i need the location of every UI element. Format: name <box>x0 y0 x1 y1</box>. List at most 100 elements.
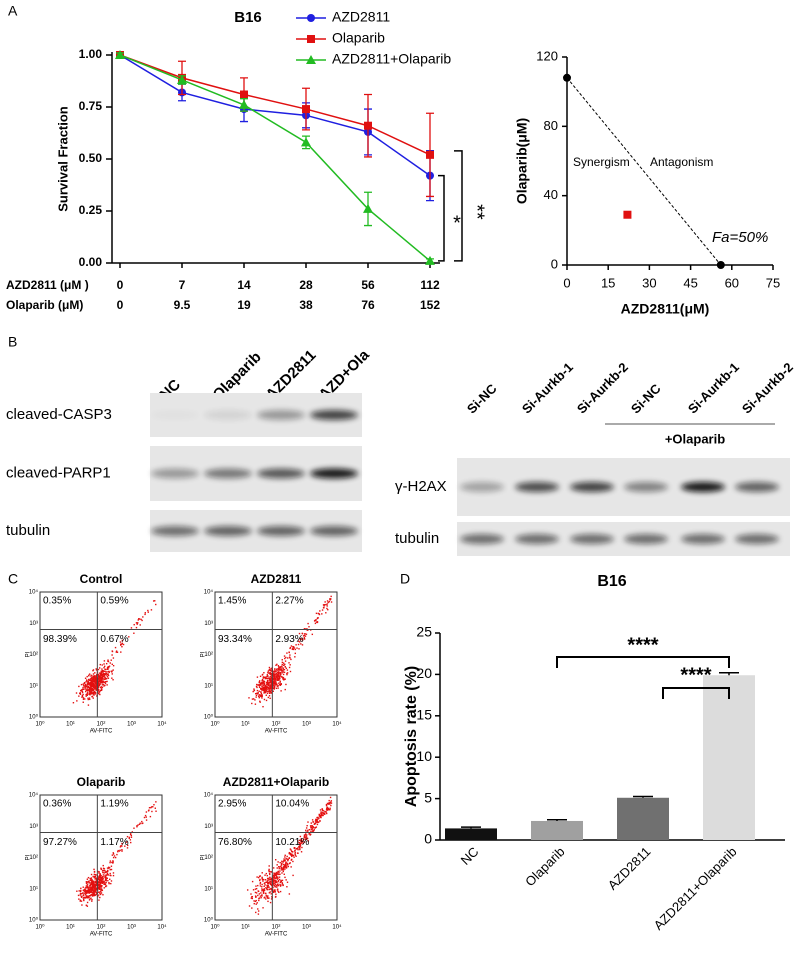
dot <box>102 672 104 674</box>
legend-label: AZD2811+Olaparib <box>332 51 451 67</box>
dot <box>102 881 105 884</box>
dot <box>275 672 278 675</box>
blot-band <box>257 468 305 479</box>
dot <box>312 821 314 823</box>
dot <box>274 891 277 893</box>
dot <box>284 868 286 870</box>
dot <box>270 679 273 682</box>
bracket <box>662 687 730 699</box>
dot <box>272 690 274 692</box>
dot <box>274 886 276 888</box>
dot <box>270 884 272 886</box>
dot <box>315 826 318 828</box>
dot <box>98 899 100 901</box>
dot <box>330 800 333 802</box>
dot <box>86 693 88 695</box>
dot <box>281 883 284 885</box>
dot <box>293 647 296 649</box>
dot <box>97 894 100 896</box>
dot <box>274 683 277 685</box>
dot <box>107 867 110 869</box>
dot <box>101 671 103 673</box>
dot <box>108 670 110 673</box>
dot <box>262 686 265 689</box>
dot <box>268 865 270 867</box>
dot <box>269 684 272 687</box>
dot <box>264 677 267 680</box>
dot <box>101 876 104 878</box>
dot <box>326 603 328 605</box>
dot <box>87 704 90 706</box>
dot <box>258 686 261 689</box>
dot <box>105 678 107 680</box>
dot <box>303 633 306 635</box>
dot <box>111 654 113 656</box>
x-tick-label: 10¹ <box>241 722 250 728</box>
series-line <box>566 77 722 266</box>
bar <box>445 828 497 840</box>
dot <box>289 848 292 850</box>
y-tick-label: 0.00 <box>79 255 103 269</box>
dot <box>282 870 285 873</box>
dot <box>86 901 89 904</box>
dot <box>104 678 106 681</box>
marker <box>364 121 372 130</box>
dot <box>119 846 122 848</box>
quadrant-label: 2.27% <box>275 596 303 607</box>
dot <box>262 705 264 708</box>
dot <box>89 898 91 900</box>
marker <box>239 99 249 109</box>
x-tick-label: 10⁰ <box>35 721 45 728</box>
dot <box>121 842 123 845</box>
dot <box>95 880 97 883</box>
dot <box>85 881 88 883</box>
dot <box>101 669 104 672</box>
dot <box>256 876 258 878</box>
dot <box>280 879 282 882</box>
dot <box>82 688 84 691</box>
dot <box>112 874 115 877</box>
dot <box>265 687 267 690</box>
dot <box>100 680 102 683</box>
dot <box>92 676 94 679</box>
dot <box>261 876 263 879</box>
dot <box>275 895 277 898</box>
dot <box>311 830 314 832</box>
significance: **** <box>680 664 711 686</box>
dot <box>100 868 102 870</box>
dot <box>86 689 89 692</box>
dot <box>280 880 283 882</box>
dot <box>102 673 104 676</box>
dot <box>271 686 273 688</box>
dot <box>266 683 268 685</box>
dot <box>89 678 92 680</box>
dot <box>261 695 263 698</box>
dot <box>101 878 104 881</box>
dot <box>292 851 294 853</box>
dot <box>93 881 95 883</box>
dot <box>273 682 276 684</box>
dot <box>86 881 89 883</box>
dot <box>324 601 326 603</box>
dot <box>82 701 84 703</box>
dot <box>99 893 102 896</box>
dot <box>97 683 100 685</box>
dot <box>283 668 286 671</box>
dot <box>105 677 108 680</box>
x-axis-label: AV-FITC <box>90 729 113 735</box>
dot <box>322 810 325 812</box>
dot <box>268 669 271 671</box>
dot <box>262 889 265 891</box>
dot <box>97 686 100 688</box>
dot <box>100 884 103 887</box>
dot <box>286 669 289 671</box>
dot <box>90 687 93 690</box>
significance: ** <box>466 204 488 220</box>
dot <box>277 870 280 873</box>
dot <box>88 899 91 901</box>
dot <box>92 889 94 892</box>
dot <box>283 864 286 866</box>
series-line <box>119 54 431 177</box>
dot <box>92 692 94 695</box>
dot <box>294 851 296 854</box>
